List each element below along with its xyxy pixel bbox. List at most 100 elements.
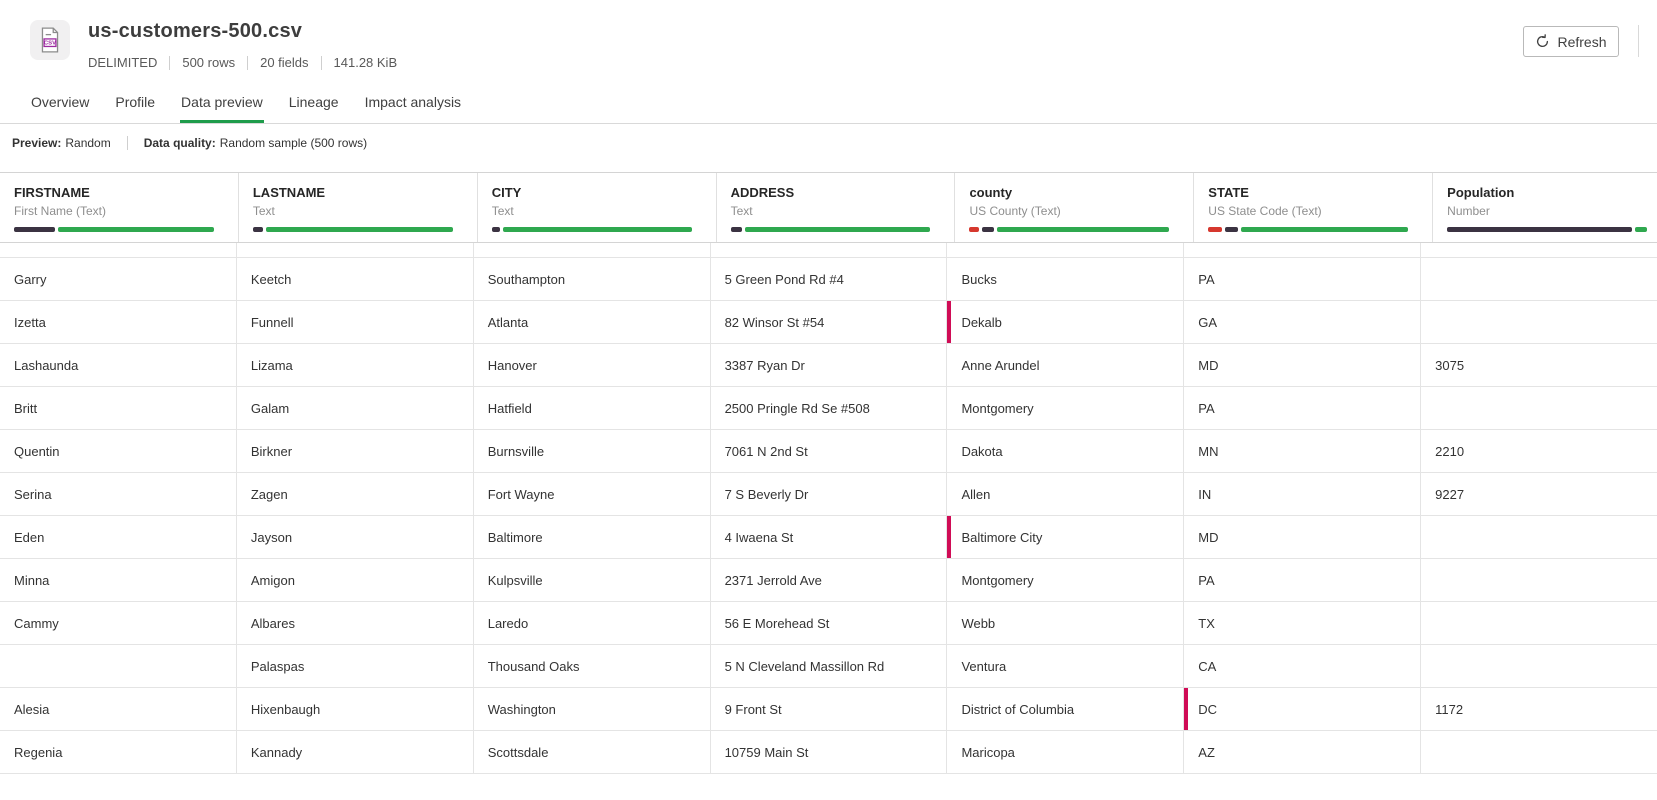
table-cell [1420, 731, 1657, 773]
cell-value: 1172 [1435, 701, 1464, 717]
cell-value: Atlanta [487, 314, 529, 330]
quality-valid-segment [996, 227, 1170, 232]
table-cell: Hixenbaugh [235, 688, 473, 730]
tab-lineage[interactable]: Lineage [288, 94, 339, 110]
cell-value: GA [1198, 314, 1218, 330]
table-cell: Ventura [946, 645, 1183, 687]
cell-value: 3075 [1435, 357, 1465, 373]
preview-value: Random [65, 136, 111, 150]
quality-bar [491, 227, 692, 232]
table-cell: 2371 Jerrold Ave [709, 559, 947, 601]
table-cell [1420, 602, 1657, 644]
table-cell: Amigon [235, 559, 473, 601]
cell-value: DC [1198, 701, 1218, 717]
quality-empty-segment [730, 227, 743, 232]
table-cell: DC [1183, 688, 1420, 730]
quality-empty-segment [1224, 227, 1239, 232]
cell-value: Hanover [487, 357, 537, 373]
table-cell: Hanover [472, 344, 710, 386]
spacer-cell [946, 243, 1183, 257]
spacer-cell [0, 243, 236, 257]
table-cell: 56 E Morehead St [709, 602, 947, 644]
cell-value: District of Columbia [961, 701, 1075, 717]
column-name: CITY [491, 185, 522, 200]
cell-value: 5 Green Pond Rd #4 [724, 271, 844, 287]
table-cell: MD [1183, 516, 1420, 558]
column-header-county[interactable]: county US County (Text) [954, 173, 1193, 242]
column-type: Number [1447, 204, 1490, 218]
column-header-city[interactable]: CITY Text [476, 173, 716, 242]
table-cell: 1172 [1420, 688, 1657, 730]
tab-overview[interactable]: Overview [31, 94, 90, 110]
cell-value: Zagen [250, 486, 288, 502]
column-header-firstname[interactable]: FIRSTNAME First Name (Text) [0, 173, 238, 242]
quality-invalid-segment [969, 227, 980, 232]
table-cell: PA [1183, 559, 1420, 601]
csv-document-icon: CSV [41, 27, 59, 53]
table-cell: AZ [1183, 731, 1420, 773]
column-name: Population [1447, 185, 1515, 200]
meta-divider [247, 55, 249, 70]
table-cell: 5 Green Pond Rd #4 [709, 258, 947, 300]
cell-value: 82 Winsor St #54 [724, 314, 825, 330]
cell-value: Kulpsville [487, 572, 543, 588]
cell-value: Allen [961, 486, 991, 502]
column-header-population[interactable]: Population Number [1432, 173, 1657, 242]
tab-profile[interactable]: Profile [115, 94, 156, 110]
table-cell: Allen [946, 473, 1183, 515]
table-row: Garry Keetch Southampton 5 Green Pond Rd #4… [0, 258, 1657, 301]
table-cell: 3075 [1420, 344, 1657, 386]
invalid-value-marker [947, 301, 952, 343]
column-header-address[interactable]: ADDRESS Text [715, 173, 955, 242]
tab-data-preview[interactable]: Data preview [180, 85, 264, 123]
quality-bar [252, 227, 453, 232]
table-cell: Garry [0, 258, 236, 300]
cell-value: Regenia [14, 744, 63, 760]
invalid-value-marker [1184, 688, 1189, 730]
cell-value: 3387 Ryan Dr [724, 357, 805, 373]
cell-value: Southampton [487, 271, 566, 287]
refresh-icon [1537, 34, 1549, 48]
row-count-label: 500 rows [182, 55, 236, 70]
cell-value: 10759 Main St [724, 744, 809, 760]
column-name: LASTNAME [252, 185, 326, 200]
tab-impact-analysis[interactable]: Impact analysis [364, 94, 462, 110]
quality-valid-segment [502, 227, 692, 232]
cell-value: Burnsville [487, 443, 545, 459]
cell-value: Serina [14, 486, 52, 502]
column-name: FIRSTNAME [14, 185, 90, 200]
table-cell: Lizama [235, 344, 473, 386]
table-cell: Scottsdale [472, 731, 710, 773]
column-header-lastname[interactable]: LASTNAME Text [237, 173, 477, 242]
table-cell: 7061 N 2nd St [709, 430, 947, 472]
refresh-button[interactable]: Refresh [1523, 26, 1619, 57]
column-type: Text [491, 204, 514, 218]
quality-bar [1208, 227, 1409, 232]
column-type: US County (Text) [969, 204, 1061, 218]
cell-value: Webb [961, 615, 996, 631]
table-cell: Quentin [0, 430, 236, 472]
cell-value: Anne Arundel [961, 357, 1040, 373]
cell-value: Minna [14, 572, 50, 588]
table-cell: MN [1183, 430, 1420, 472]
column-name: ADDRESS [730, 185, 795, 200]
table-cell: 3387 Ryan Dr [709, 344, 947, 386]
preview-label: Preview: [12, 136, 62, 150]
column-header-state[interactable]: STATE US State Code (Text) [1193, 173, 1432, 242]
quality-valid-segment [1635, 227, 1648, 232]
quality-empty-segment [982, 227, 994, 232]
cell-value: Keetch [250, 271, 292, 287]
table-cell: Lashaunda [0, 344, 236, 386]
cell-value: 2500 Pringle Rd Se #508 [724, 400, 870, 416]
table-cell: Jayson [235, 516, 473, 558]
info-divider [126, 136, 128, 150]
cell-value: 7061 N 2nd St [724, 443, 808, 459]
cell-value: Britt [14, 400, 38, 416]
table-row: Quentin Birkner Burnsville 7061 N 2nd St Dak… [0, 430, 1657, 473]
quality-empty-segment [14, 227, 56, 232]
cell-value: Eden [14, 529, 45, 545]
table-cell: Kulpsville [472, 559, 710, 601]
cell-value: Laredo [487, 615, 529, 631]
table-cell: Britt [0, 387, 236, 429]
table-cell: Funnell [235, 301, 473, 343]
